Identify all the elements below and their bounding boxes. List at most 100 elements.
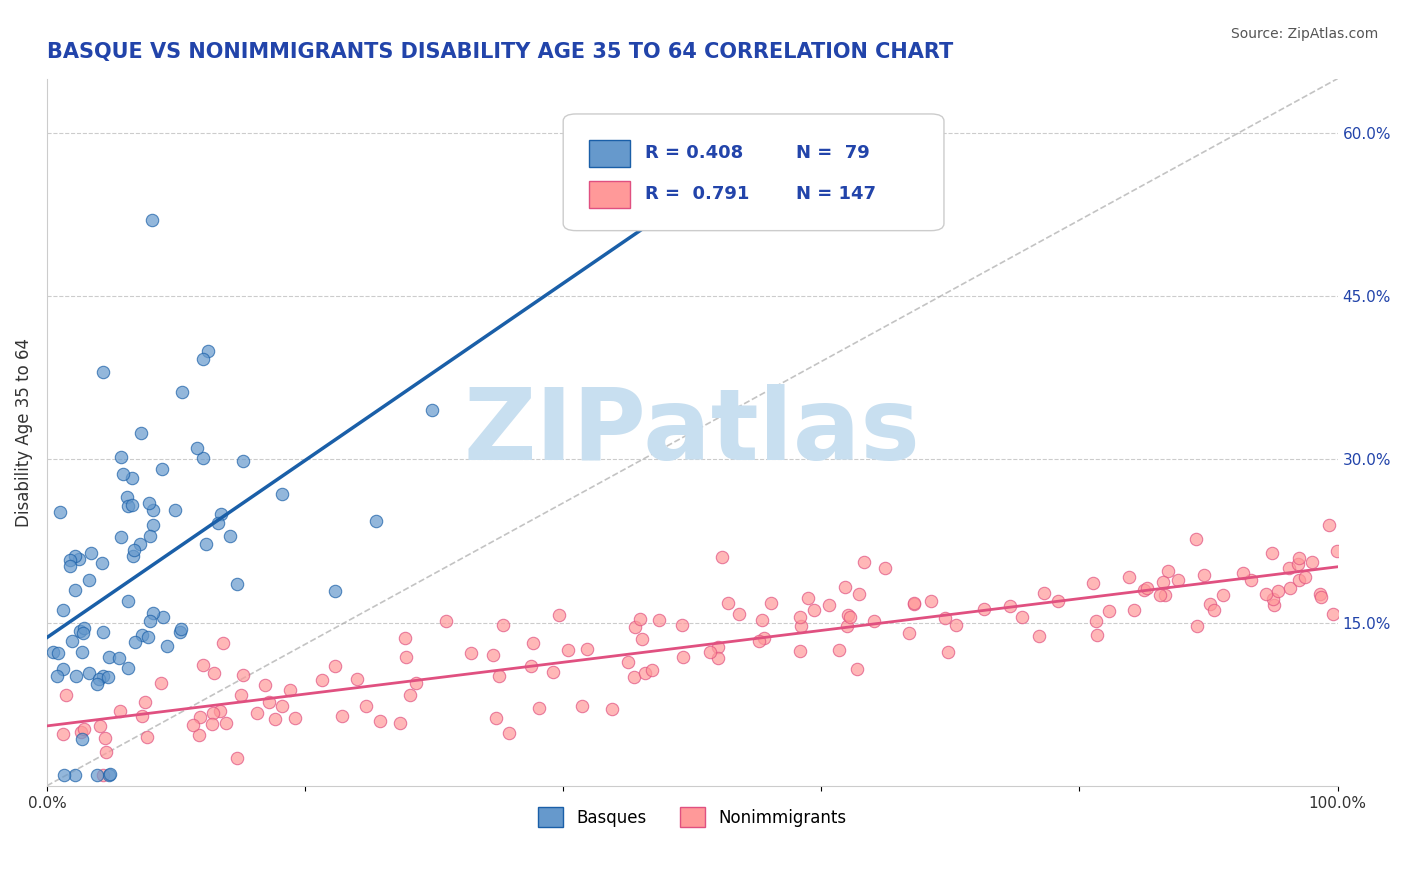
- Nonimmigrants: [91, 768, 114, 782]
- Nonimmigrants: [751, 614, 773, 628]
- Basques: [129, 426, 152, 441]
- Nonimmigrants: [873, 561, 896, 575]
- Basques: [77, 573, 100, 587]
- Nonimmigrants: [671, 617, 693, 632]
- Basques: [42, 645, 65, 659]
- Nonimmigrants: [368, 714, 391, 729]
- Nonimmigrants: [284, 711, 307, 725]
- Basques: [91, 556, 114, 570]
- Nonimmigrants: [246, 706, 269, 721]
- Nonimmigrants: [897, 625, 920, 640]
- Nonimmigrants: [838, 610, 860, 624]
- Text: ZIPatlas: ZIPatlas: [464, 384, 921, 481]
- Text: N = 147: N = 147: [796, 185, 876, 202]
- Basques: [63, 583, 86, 598]
- Basques: [52, 603, 75, 617]
- Nonimmigrants: [1317, 517, 1340, 532]
- Nonimmigrants: [1288, 574, 1310, 588]
- Basques: [186, 442, 208, 456]
- Basques: [63, 768, 86, 782]
- Legend: Basques, Nonimmigrants: Basques, Nonimmigrants: [531, 800, 853, 834]
- Text: N =  79: N = 79: [796, 144, 869, 161]
- Nonimmigrants: [837, 619, 859, 633]
- Nonimmigrants: [394, 631, 416, 645]
- Basques: [138, 495, 160, 509]
- Basques: [163, 503, 186, 517]
- FancyBboxPatch shape: [589, 181, 630, 208]
- Nonimmigrants: [264, 712, 287, 726]
- Nonimmigrants: [202, 666, 225, 681]
- Basques: [170, 622, 193, 636]
- Nonimmigrants: [215, 715, 238, 730]
- Basques: [218, 529, 240, 543]
- Nonimmigrants: [1153, 588, 1175, 602]
- Nonimmigrants: [225, 751, 247, 765]
- Nonimmigrants: [920, 594, 942, 608]
- Nonimmigrants: [1185, 619, 1208, 633]
- Nonimmigrants: [624, 620, 647, 634]
- FancyBboxPatch shape: [564, 114, 943, 231]
- Nonimmigrants: [1118, 570, 1140, 584]
- Text: R = 0.408: R = 0.408: [644, 144, 742, 161]
- Nonimmigrants: [150, 676, 173, 690]
- Nonimmigrants: [1278, 561, 1301, 575]
- Nonimmigrants: [183, 718, 205, 732]
- Nonimmigrants: [818, 599, 841, 613]
- Basques: [98, 768, 121, 782]
- Nonimmigrants: [1167, 573, 1189, 587]
- Basques: [270, 487, 292, 501]
- Basques: [98, 767, 121, 781]
- Nonimmigrants: [346, 672, 368, 686]
- Nonimmigrants: [136, 730, 159, 744]
- Basques: [117, 594, 139, 608]
- Nonimmigrants: [527, 701, 550, 715]
- Nonimmigrants: [460, 646, 482, 660]
- Nonimmigrants: [191, 658, 214, 673]
- Basques: [86, 676, 108, 690]
- Nonimmigrants: [259, 695, 281, 709]
- Basques: [138, 529, 160, 543]
- Basques: [65, 669, 87, 683]
- Nonimmigrants: [1085, 615, 1108, 629]
- Basques: [128, 537, 150, 551]
- Nonimmigrants: [547, 607, 569, 622]
- Nonimmigrants: [848, 587, 870, 601]
- Nonimmigrants: [354, 699, 377, 714]
- Nonimmigrants: [1047, 593, 1070, 607]
- Basques: [59, 553, 82, 567]
- Nonimmigrants: [1286, 558, 1309, 572]
- Basques: [207, 516, 229, 530]
- Nonimmigrants: [803, 602, 825, 616]
- Basques: [124, 543, 146, 558]
- Basques: [209, 508, 232, 522]
- Nonimmigrants: [707, 650, 730, 665]
- Nonimmigrants: [1212, 588, 1234, 602]
- Nonimmigrants: [973, 601, 995, 615]
- Nonimmigrants: [1136, 582, 1159, 596]
- Basques: [63, 549, 86, 563]
- Basques: [122, 549, 145, 564]
- Nonimmigrants: [1149, 588, 1171, 602]
- Nonimmigrants: [73, 723, 96, 737]
- Nonimmigrants: [934, 611, 956, 625]
- Nonimmigrants: [863, 614, 886, 628]
- Nonimmigrants: [131, 709, 153, 723]
- Nonimmigrants: [436, 615, 458, 629]
- Basques: [117, 499, 139, 513]
- Nonimmigrants: [1185, 532, 1208, 546]
- Basques: [80, 546, 103, 560]
- Basques: [225, 576, 247, 591]
- Nonimmigrants: [853, 555, 876, 569]
- Nonimmigrants: [557, 643, 579, 657]
- Nonimmigrants: [52, 727, 75, 741]
- Basques: [52, 662, 75, 676]
- Nonimmigrants: [789, 643, 811, 657]
- Nonimmigrants: [1085, 627, 1108, 641]
- Nonimmigrants: [936, 645, 959, 659]
- Basques: [156, 639, 179, 653]
- Nonimmigrants: [1011, 610, 1033, 624]
- Basques: [141, 213, 163, 227]
- Nonimmigrants: [711, 550, 734, 565]
- Nonimmigrants: [647, 613, 669, 627]
- Nonimmigrants: [232, 667, 254, 681]
